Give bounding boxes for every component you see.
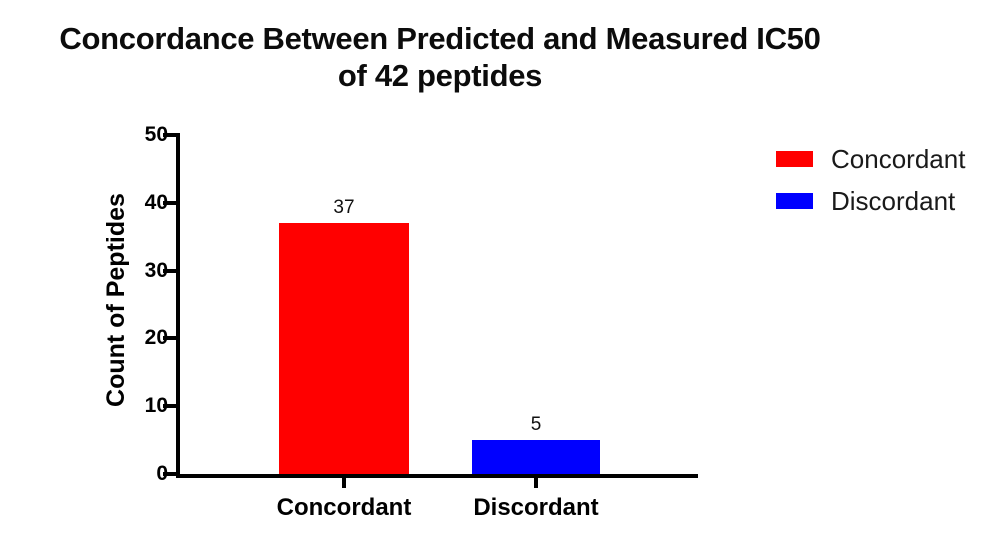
- y-axis-line: [176, 133, 180, 478]
- x-category-label-concordant: Concordant: [276, 494, 412, 521]
- y-axis-tick: [163, 200, 176, 205]
- y-tick-label: 0: [156, 462, 168, 485]
- y-axis-title: Count of Peptides: [102, 193, 130, 407]
- chart-title-line-1: Concordance Between Predicted and Measur…: [59, 21, 821, 56]
- bar-value-label-concordant: 37: [333, 197, 355, 218]
- bar-value-label-discordant: 5: [530, 414, 542, 435]
- legend-item-discordant: Discordant: [776, 186, 965, 216]
- x-category-label-discordant: Discordant: [473, 494, 599, 521]
- y-axis-tick: [163, 336, 176, 341]
- legend-label-concordant: Concordant: [831, 143, 966, 174]
- y-axis-tick: [163, 268, 176, 273]
- y-axis-tick: [163, 133, 176, 137]
- y-tick-label: 50: [144, 123, 168, 146]
- x-axis-tick: [534, 478, 538, 488]
- chart-title: Concordance Between Predicted and Measur…: [0, 20, 880, 94]
- bar-concordant: [279, 223, 409, 474]
- legend-label-discordant: Discordant: [831, 185, 956, 216]
- y-tick-label: 30: [144, 258, 168, 282]
- legend: Concordant Discordant: [776, 144, 965, 228]
- x-axis-tick: [342, 478, 346, 488]
- y-tick-label: 40: [144, 190, 168, 214]
- y-axis-tick: [163, 472, 176, 476]
- chart-title-line-2: of 42 peptides: [337, 58, 543, 93]
- x-axis-line: [176, 474, 698, 478]
- legend-swatch-concordant: [776, 151, 813, 167]
- y-tick-label: 10: [144, 394, 168, 418]
- bar-discordant: [472, 440, 600, 474]
- legend-swatch-discordant: [776, 193, 813, 209]
- y-axis-tick: [163, 404, 176, 409]
- y-tick-label: 20: [144, 326, 168, 350]
- legend-item-concordant: Concordant: [776, 144, 965, 174]
